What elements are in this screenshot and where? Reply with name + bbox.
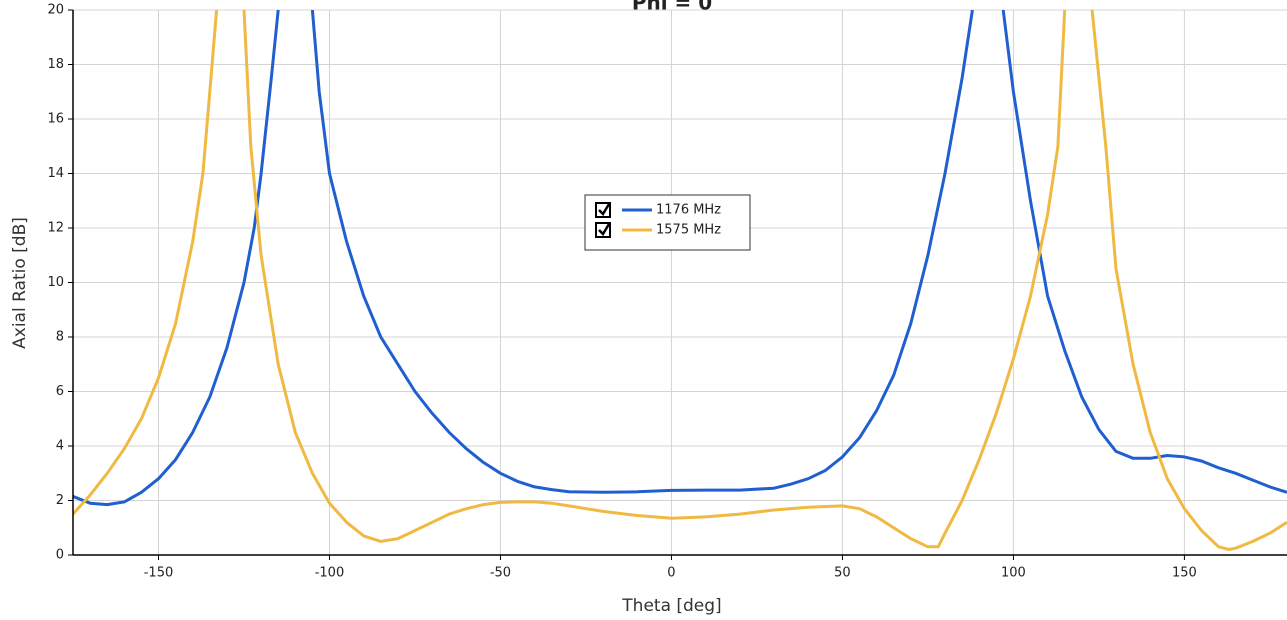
legend-checkbox[interactable] [595, 202, 611, 218]
y-axis-title: Axial Ratio [dB] [10, 217, 30, 349]
y-tick-label: 10 [47, 275, 64, 290]
y-tick-label: 14 [47, 166, 64, 181]
y-tick-label: 4 [56, 439, 64, 454]
series-line [73, 10, 1287, 507]
y-tick-label: 16 [47, 112, 64, 127]
legend-checkbox[interactable] [595, 222, 611, 238]
y-tick-label: 6 [56, 384, 64, 399]
legend: 1176 MHz 1575 MHz [584, 194, 751, 251]
checkbox-check[interactable] [598, 203, 611, 217]
x-tick-label: -50 [490, 566, 511, 581]
legend-label: 1176 MHz [656, 203, 721, 218]
plot-area [73, 10, 1287, 551]
legend-box [584, 194, 751, 251]
x-tick-label: 0 [667, 566, 675, 581]
checkbox-check[interactable] [598, 223, 611, 237]
x-tick-label: 100 [1001, 566, 1026, 581]
x-tick-label: -100 [315, 566, 345, 581]
y-tick-label: 2 [56, 493, 64, 508]
y-tick-label: 18 [47, 57, 64, 72]
legend-label: 1575 MHz [656, 223, 721, 238]
x-axis-title: Theta [deg] [621, 596, 721, 616]
axes: 0 2 4 6 8 10 12 14 16 18 20 -150 -100 -50 0 50 100 150 [47, 3, 1287, 581]
x-tick-label: 150 [1172, 566, 1197, 581]
y-tick-label: 12 [47, 221, 64, 236]
x-tick-label: -150 [144, 566, 174, 581]
chart-title: Phi = 0 [632, 0, 712, 15]
y-tick-label: 0 [56, 548, 64, 563]
series-line [73, 10, 1287, 551]
y-tick-label: 20 [47, 3, 64, 18]
x-tick-label: 50 [834, 566, 851, 581]
grid [73, 9, 1287, 556]
y-tick-label: 8 [56, 330, 64, 345]
